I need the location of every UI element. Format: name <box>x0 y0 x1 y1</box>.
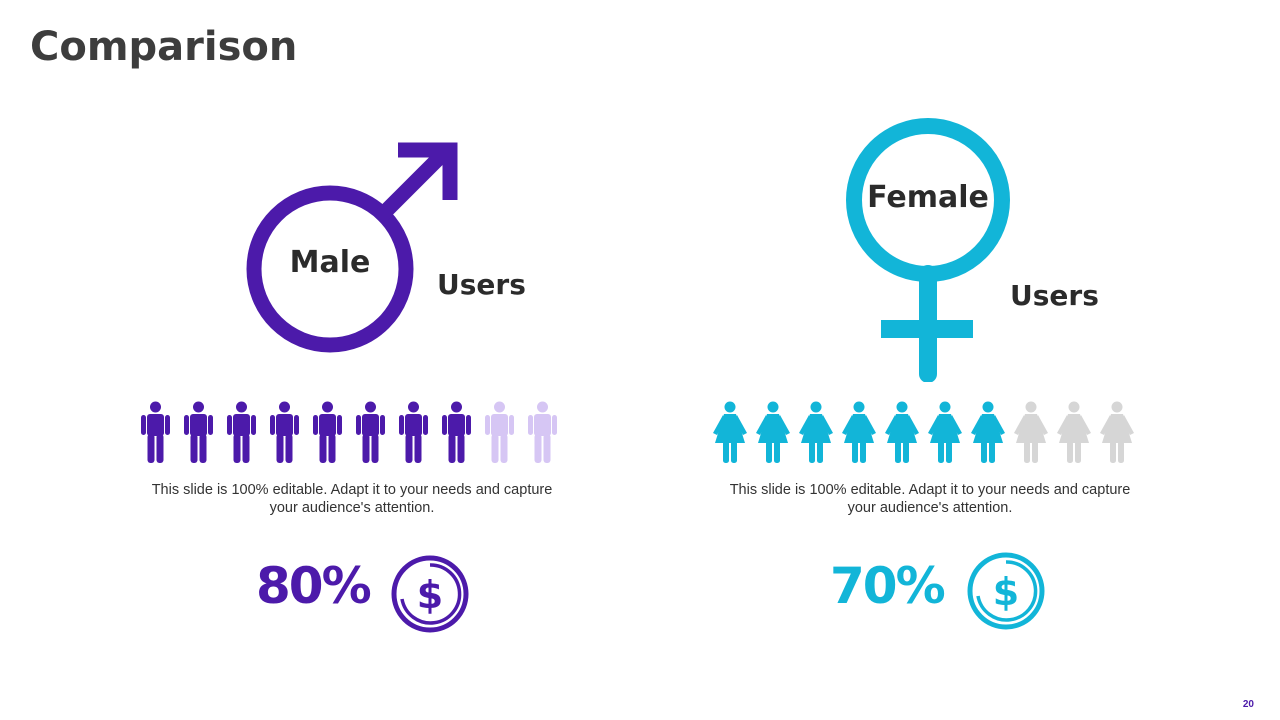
male-person-icon <box>528 401 557 463</box>
female-people-row <box>711 401 1136 463</box>
female-person-icon <box>1057 401 1091 463</box>
female-person-icon <box>713 401 747 463</box>
male-panel: Male Users This slide is 100% editable. … <box>139 142 559 633</box>
male-label: Male <box>289 245 371 280</box>
female-symbol-icon <box>846 118 1010 382</box>
svg-text:$: $ <box>993 570 1019 614</box>
female-label: Female <box>867 180 989 215</box>
male-person-icon <box>270 401 299 463</box>
dollar-coin-icon: $ <box>391 555 469 633</box>
page-number: 20 <box>1242 699 1254 710</box>
male-description: This slide is 100% editable. Adapt it to… <box>151 482 553 516</box>
male-person-icon <box>399 401 428 463</box>
male-percent: 80% <box>256 557 372 615</box>
female-person-icon <box>756 401 790 463</box>
female-person-icon <box>1100 401 1134 463</box>
male-person-icon <box>442 401 471 463</box>
dollar-coin-icon: $ <box>967 552 1045 630</box>
female-percent: 70% <box>830 557 946 615</box>
male-person-icon <box>141 401 170 463</box>
slide-title: Comparison <box>30 24 298 70</box>
female-person-icon <box>842 401 876 463</box>
female-person-icon <box>799 401 833 463</box>
male-users-label: Users <box>437 268 526 301</box>
male-person-icon <box>485 401 514 463</box>
female-person-icon <box>971 401 1005 463</box>
male-symbol-icon <box>246 142 458 353</box>
male-people-row <box>139 401 559 463</box>
female-description: This slide is 100% editable. Adapt it to… <box>729 482 1131 516</box>
male-person-icon <box>184 401 213 463</box>
female-person-icon <box>1014 401 1048 463</box>
svg-text:$: $ <box>417 573 443 617</box>
male-person-icon <box>356 401 385 463</box>
female-person-icon <box>885 401 919 463</box>
female-person-icon <box>928 401 962 463</box>
male-person-icon <box>313 401 342 463</box>
female-users-label: Users <box>1010 279 1099 312</box>
female-panel: Female Users This slide is 100% editable… <box>640 0 1280 720</box>
male-person-icon <box>227 401 256 463</box>
